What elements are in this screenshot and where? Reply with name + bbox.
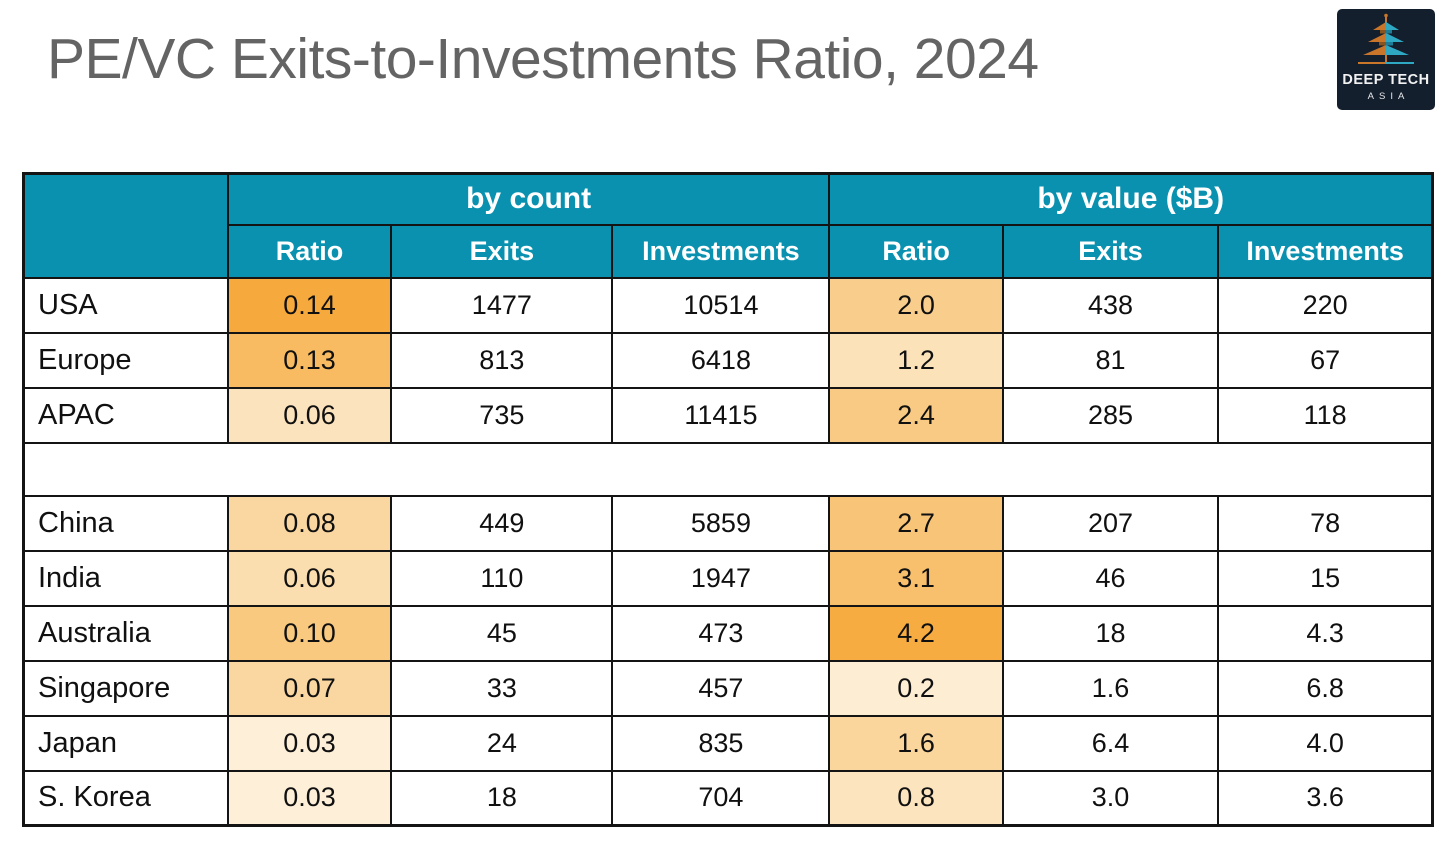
group-header-by-count: by count	[226, 172, 831, 226]
region-cell: India	[22, 549, 229, 607]
logo-text-asia: ASIA	[1367, 91, 1410, 102]
value-ratio-cell: 2.0	[828, 276, 1004, 334]
value-exits-cell: 3.0	[1001, 769, 1220, 827]
separator-cell	[23, 441, 1433, 497]
count-exits-cell: 24	[390, 714, 614, 772]
data-table: by count by value ($B) Ratio Exits Inves…	[22, 172, 1434, 827]
count-investments-cell: 835	[611, 714, 831, 772]
count-ratio-cell: 0.03	[226, 769, 393, 827]
count-investments-cell: 10514	[611, 276, 831, 334]
count-investments-cell: 473	[611, 604, 831, 662]
value-exits-cell: 81	[1001, 331, 1220, 389]
count-investments-cell: 5859	[611, 494, 831, 552]
count-investments-cell: 457	[611, 659, 831, 717]
value-exits-cell: 207	[1001, 494, 1220, 552]
region-cell: USA	[22, 276, 229, 334]
count-ratio-cell: 0.14	[226, 276, 393, 334]
logo-text-deeptech: DEEP TECH	[1342, 72, 1430, 89]
count-investments-cell: 6418	[611, 331, 831, 389]
count-ratio-cell: 0.06	[226, 549, 393, 607]
count-ratio-cell: 0.10	[226, 604, 393, 662]
value-exits-cell: 438	[1001, 276, 1220, 334]
value-exits-cell: 18	[1001, 604, 1220, 662]
value-investments-cell: 6.8	[1217, 659, 1434, 717]
count-ratio-cell: 0.06	[226, 386, 393, 444]
value-investments-cell: 4.3	[1217, 604, 1434, 662]
table-row-australia: Australia 0.10 45 473 4.2 18 4.3	[22, 604, 1434, 662]
value-ratio-cell: 0.2	[828, 659, 1004, 717]
table-row-skorea: S. Korea 0.03 18 704 0.8 3.0 3.6	[22, 769, 1434, 827]
value-ratio-cell: 3.1	[828, 549, 1004, 607]
count-investments-cell: 1947	[611, 549, 831, 607]
value-investments-cell: 67	[1217, 331, 1434, 389]
value-ratio-cell: 1.2	[828, 331, 1004, 389]
count-exits-cell: 18	[390, 769, 614, 827]
subheader-count-exits: Exits	[390, 223, 614, 279]
count-ratio-cell: 0.07	[226, 659, 393, 717]
subheader-count-ratio: Ratio	[226, 223, 393, 279]
logo: DEEP TECH ASIA	[1337, 9, 1435, 110]
subheader-value-investments: Investments	[1217, 223, 1434, 279]
value-exits-cell: 1.6	[1001, 659, 1220, 717]
count-exits-cell: 735	[390, 386, 614, 444]
region-cell: Singapore	[22, 659, 229, 717]
count-exits-cell: 449	[390, 494, 614, 552]
count-investments-cell: 11415	[611, 386, 831, 444]
table-row-apac: APAC 0.06 735 11415 2.4 285 118	[22, 386, 1434, 444]
count-exits-cell: 110	[390, 549, 614, 607]
page-title: PE/VC Exits-to-Investments Ratio, 2024	[47, 27, 1039, 91]
count-exits-cell: 813	[390, 331, 614, 389]
value-ratio-cell: 1.6	[828, 714, 1004, 772]
region-cell: Australia	[22, 604, 229, 662]
value-ratio-cell: 0.8	[828, 769, 1004, 827]
table-row-europe: Europe 0.13 813 6418 1.2 81 67	[22, 331, 1434, 389]
table-row-india: India 0.06 110 1947 3.1 46 15	[22, 549, 1434, 607]
data-table-container: by count by value ($B) Ratio Exits Inves…	[22, 172, 1434, 827]
count-exits-cell: 1477	[390, 276, 614, 334]
count-ratio-cell: 0.08	[226, 494, 393, 552]
table-row-singapore: Singapore 0.07 33 457 0.2 1.6 6.8	[22, 659, 1434, 717]
subheader-value-exits: Exits	[1001, 223, 1220, 279]
count-ratio-cell: 0.03	[226, 714, 393, 772]
table-row-china: China 0.08 449 5859 2.7 207 78	[22, 494, 1434, 552]
sub-header-row: Ratio Exits Investments Ratio Exits Inve…	[24, 223, 1434, 279]
value-investments-cell: 220	[1217, 276, 1434, 334]
region-cell: S. Korea	[22, 769, 229, 827]
pagoda-icon	[1358, 13, 1414, 64]
region-cell: Europe	[22, 331, 229, 389]
group-header-by-value: by value ($B)	[828, 172, 1434, 226]
corner-cell	[22, 172, 229, 279]
value-investments-cell: 118	[1217, 386, 1434, 444]
count-exits-cell: 33	[390, 659, 614, 717]
value-exits-cell: 46	[1001, 549, 1220, 607]
table-row-usa: USA 0.14 1477 10514 2.0 438 220	[22, 276, 1434, 334]
subheader-count-investments: Investments	[611, 223, 831, 279]
group-header-row: by count by value ($B)	[22, 172, 1434, 279]
value-ratio-cell: 2.7	[828, 494, 1004, 552]
region-cell: APAC	[22, 386, 229, 444]
count-ratio-cell: 0.13	[226, 331, 393, 389]
region-cell: Japan	[22, 714, 229, 772]
value-investments-cell: 3.6	[1217, 769, 1434, 827]
value-exits-cell: 6.4	[1001, 714, 1220, 772]
value-investments-cell: 15	[1217, 549, 1434, 607]
value-ratio-cell: 2.4	[828, 386, 1004, 444]
subheader-value-ratio: Ratio	[828, 223, 1004, 279]
table-row-japan: Japan 0.03 24 835 1.6 6.4 4.0	[22, 714, 1434, 772]
value-ratio-cell: 4.2	[828, 604, 1004, 662]
value-investments-cell: 4.0	[1217, 714, 1434, 772]
region-cell: China	[22, 494, 229, 552]
count-exits-cell: 45	[390, 604, 614, 662]
count-investments-cell: 704	[611, 769, 831, 827]
separator-row	[23, 441, 1433, 497]
value-investments-cell: 78	[1217, 494, 1434, 552]
value-exits-cell: 285	[1001, 386, 1220, 444]
